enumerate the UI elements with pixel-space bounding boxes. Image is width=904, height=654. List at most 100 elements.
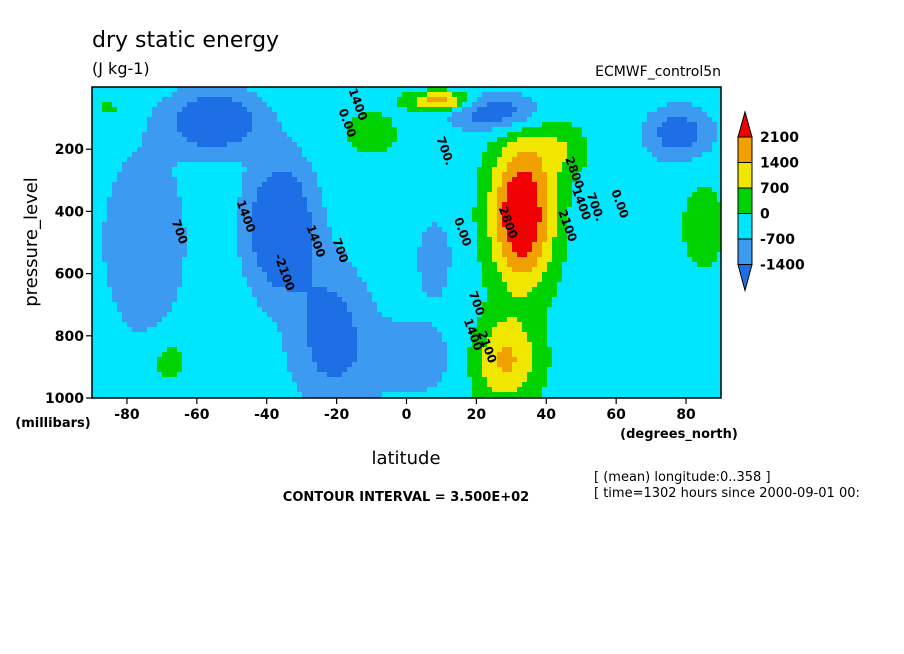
field-cell [237,142,243,148]
field-cell [177,222,183,228]
field-cell [452,142,458,148]
field-cell [412,322,418,328]
field-cell [112,302,118,308]
field-cell [372,377,378,383]
field-cell [342,312,348,318]
field-cell [212,307,218,313]
field-cell [357,222,363,228]
field-cell [397,127,403,133]
field-cell [242,322,248,328]
field-cell [282,177,288,183]
field-cell [177,217,183,223]
field-cell [162,112,168,118]
field-cell [297,87,303,93]
field-cell [127,277,133,283]
field-cell [387,377,393,383]
field-cell [207,242,213,248]
field-cell [302,262,308,268]
field-cell [212,357,218,363]
field-cell [442,347,448,353]
field-cell [137,112,143,118]
field-cell [427,232,433,238]
field-cell [427,347,433,353]
field-cell [362,347,368,353]
field-cell [262,222,268,228]
field-cell [427,197,433,203]
field-cell [137,127,143,133]
field-cell [402,312,408,318]
field-cell [332,212,338,218]
field-cell [152,272,158,278]
field-cell [407,177,413,183]
field-cell [137,357,143,363]
field-cell [102,102,108,108]
field-cell [222,302,228,308]
field-cell [272,192,278,198]
field-cell [482,187,488,193]
field-cell [352,147,358,153]
field-cell [467,182,473,188]
field-cell [437,137,443,143]
field-cell [312,122,318,128]
field-cell [322,242,328,248]
field-cell [482,307,488,313]
field-cell [397,232,403,238]
field-cell [112,307,118,313]
field-cell [482,292,488,298]
field-cell [277,207,283,213]
field-cell [247,247,253,253]
field-cell [157,202,163,208]
field-cell [332,207,338,213]
field-cell [167,97,173,103]
field-cell [152,297,158,303]
field-cell [362,292,368,298]
field-cell [347,217,353,223]
field-cell [272,272,278,278]
field-cell [192,217,198,223]
field-cell [297,317,303,323]
field-cell [377,112,383,118]
field-cell [437,372,443,378]
field-cell [307,167,313,173]
field-cell [297,157,303,163]
field-cell [252,212,258,218]
field-cell [347,252,353,258]
field-cell [237,192,243,198]
field-cell [427,312,433,318]
field-cell [117,342,123,348]
field-cell [382,352,388,358]
field-cell [137,257,143,263]
field-cell [107,97,113,103]
field-cell [327,212,333,218]
field-cell [267,122,273,128]
field-cell [442,227,448,233]
field-cell [227,167,233,173]
field-cell [107,362,113,368]
field-cell [392,352,398,358]
field-cell [332,302,338,308]
field-cell [387,167,393,173]
field-cell [332,117,338,123]
field-cell [157,337,163,343]
field-cell [157,227,163,233]
field-cell [412,157,418,163]
field-cell [92,247,98,253]
field-cell [142,327,148,333]
field-cell [332,357,338,363]
field-cell [152,247,158,253]
field-cell [102,327,108,333]
field-cell [187,167,193,173]
field-cell [282,147,288,153]
field-cell [312,102,318,108]
field-cell [152,182,158,188]
field-cell [162,182,168,188]
field-cell [382,362,388,368]
field-cell [232,122,238,128]
field-cell [327,232,333,238]
field-cell [182,102,188,108]
field-cell [197,337,203,343]
field-cell [437,337,443,343]
field-cell [192,197,198,203]
field-cell [392,202,398,208]
field-cell [327,122,333,128]
